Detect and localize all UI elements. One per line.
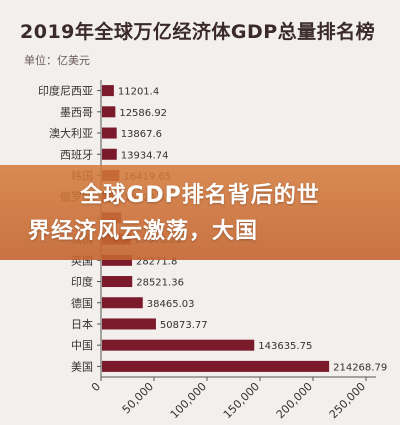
value-label: 13934.74 [121,150,169,161]
x-tick-label: 100,000 [168,380,209,421]
headline-line-1: 全球GDP排名背后的世 [80,183,320,208]
x-tick-label: 200,000 [274,380,315,421]
headline-line-2: 界经济风云激荡，大国 [28,219,259,244]
bar [102,360,330,372]
category-label: 澳大利亚 [49,126,93,140]
value-label: 50873.77 [160,320,208,331]
bar [102,127,117,139]
x-tick-label: 50,000 [120,380,156,416]
value-label: 214268.79 [333,362,387,373]
category-label: 西班牙 [60,148,93,161]
x-tick-label: 0 [89,380,103,394]
category-label: 墨西哥 [60,106,93,119]
category-label: 中国 [71,339,93,352]
bar [102,276,133,288]
headline-banner: 全球GDP排名背后的世 界经济风云激荡，大国 [0,165,400,260]
value-label: 13867.6 [121,129,162,140]
value-label: 28521.36 [136,278,184,289]
x-tick-label: 150,000 [221,380,262,421]
category-label: 印度 [71,275,93,289]
unit-label: 单位：亿美元 [24,54,90,67]
bar [102,339,255,351]
bar [102,254,132,266]
category-label: 日本 [71,317,93,331]
category-label: 印度尼西亚 [38,84,93,98]
category-label: 德国 [71,296,93,310]
value-label: 28271.8 [136,256,177,267]
value-label: 12586.92 [119,108,167,119]
value-label: 11201.4 [118,87,159,98]
bar [102,297,143,309]
x-tick-label: 250,000 [327,380,368,421]
value-label: 143635.75 [258,341,312,352]
value-label: 38465.03 [147,299,195,310]
bar [102,148,117,160]
bar [102,318,156,330]
category-label: 美国 [71,360,93,373]
bar [102,106,116,118]
bar [102,85,114,97]
chart-title: 2019年全球万亿经济体GDP总量排名榜 [20,21,376,43]
